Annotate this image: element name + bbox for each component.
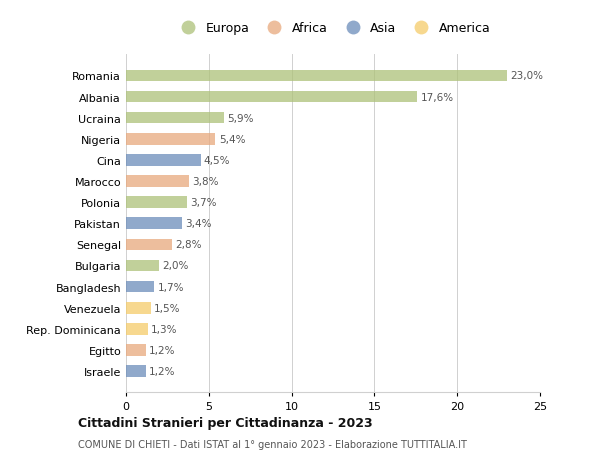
Text: 5,9%: 5,9% [227, 113, 254, 123]
Bar [126, 260, 159, 272]
Bar [126, 112, 224, 124]
Text: 17,6%: 17,6% [421, 92, 454, 102]
Text: COMUNE DI CHIETI - Dati ISTAT al 1° gennaio 2023 - Elaborazione TUTTITALIA.IT: COMUNE DI CHIETI - Dati ISTAT al 1° genn… [78, 440, 467, 449]
Legend: Europa, Africa, Asia, America: Europa, Africa, Asia, America [170, 17, 496, 40]
Text: 23,0%: 23,0% [510, 71, 543, 81]
Text: 1,2%: 1,2% [149, 345, 176, 355]
Bar [126, 155, 200, 166]
Bar [126, 218, 182, 230]
Text: 5,4%: 5,4% [219, 134, 245, 145]
Bar [126, 176, 189, 187]
Text: 3,4%: 3,4% [185, 219, 212, 229]
Text: 3,7%: 3,7% [191, 198, 217, 207]
Bar [126, 344, 146, 356]
Bar [126, 70, 507, 82]
Text: 3,8%: 3,8% [192, 177, 219, 187]
Text: 1,3%: 1,3% [151, 324, 178, 334]
Text: 1,7%: 1,7% [157, 282, 184, 292]
Bar [126, 281, 154, 293]
Text: 4,5%: 4,5% [204, 156, 230, 166]
Text: Cittadini Stranieri per Cittadinanza - 2023: Cittadini Stranieri per Cittadinanza - 2… [78, 416, 373, 429]
Text: 2,8%: 2,8% [176, 240, 202, 250]
Text: 1,2%: 1,2% [149, 366, 176, 376]
Bar [126, 239, 172, 251]
Bar [126, 197, 187, 208]
Bar [126, 91, 418, 103]
Bar [126, 323, 148, 335]
Bar [126, 302, 151, 314]
Bar [126, 365, 146, 377]
Text: 2,0%: 2,0% [163, 261, 189, 271]
Text: 1,5%: 1,5% [154, 303, 181, 313]
Bar [126, 134, 215, 145]
